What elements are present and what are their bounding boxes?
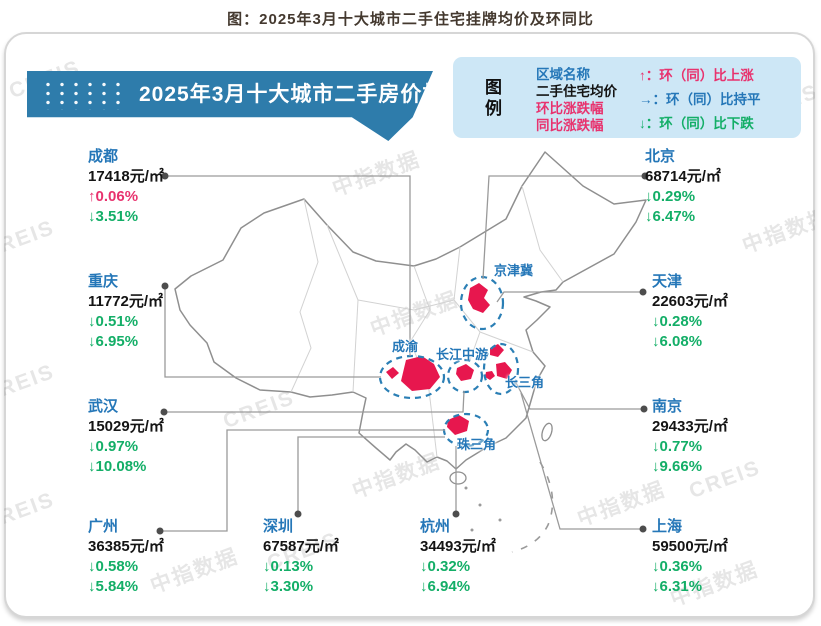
circle-chengyu	[378, 354, 446, 400]
legend-item-avg-price: 二手住宅均价	[536, 84, 617, 99]
legend-item-flat: →：环（同）比持平	[639, 92, 761, 107]
leader-guangzhou	[160, 429, 445, 532]
region-label-changsanjiao: 长三角	[505, 375, 545, 390]
leader-wuhan	[164, 390, 465, 413]
city-name: 杭州	[420, 518, 451, 535]
circle-jingjinji	[459, 275, 505, 331]
region-label-zhusanjiao: 珠三角	[457, 437, 497, 452]
city-price: 68714元/㎡	[645, 168, 721, 185]
city-yoy: ↓3.30%	[263, 578, 314, 595]
legend-item-region-name: 区域名称	[536, 67, 590, 82]
city-price: 34493元/㎡	[420, 538, 496, 555]
region-highlights	[386, 283, 512, 435]
city-block-hangzhou: 杭州 34493元/㎡ ↓0.32% ↓6.94%	[420, 517, 496, 597]
leader-lines	[160, 175, 645, 532]
city-mom: ↓0.77%	[652, 438, 703, 455]
city-block-guangzhou: 广州 36385元/㎡ ↓0.58% ↓5.84%	[88, 517, 164, 597]
region-jingjinji-shape	[468, 283, 490, 313]
legend: 图例 区域名称 二手住宅均价 环比涨跌幅 同比涨跌幅 ↑：环（同）比上涨 →：环…	[453, 57, 801, 138]
city-name: 南京	[652, 398, 683, 415]
leader-shenzhen	[297, 436, 445, 514]
region-changsanjiao-shape	[485, 344, 512, 380]
city-mom: ↓0.51%	[88, 313, 139, 330]
legend-item-up: ↑：环（同）比上涨	[639, 68, 754, 83]
city-yoy: ↓3.51%	[88, 208, 139, 225]
figure-title: 图：2025年3月十大城市二手住宅挂牌均价及环同比	[227, 11, 594, 28]
leader-tianjin	[496, 291, 643, 303]
city-price: 29433元/㎡	[652, 418, 728, 435]
city-name: 武汉	[88, 398, 119, 415]
legend-item-down: ↓：环（同）比下跌	[639, 116, 754, 131]
city-yoy: ↓9.66%	[652, 458, 703, 475]
city-price: 11772元/㎡	[88, 293, 164, 310]
city-block-wuhan: 武汉 15029元/㎡ ↓0.97% ↓10.08%	[88, 397, 164, 477]
city-name: 天津	[652, 273, 683, 290]
city-yoy: ↓6.08%	[652, 333, 703, 350]
leader-chongqing	[164, 286, 381, 378]
city-block-beijing: 北京 68714元/㎡ ↓0.29% ↓6.47%	[645, 147, 721, 227]
city-mom: ↓0.13%	[263, 558, 314, 575]
legend-left-column: 区域名称 二手住宅均价 环比涨跌幅 同比涨跌幅	[536, 67, 617, 135]
city-mom: ↑0.06%	[88, 188, 139, 205]
city-price: 59500元/㎡	[652, 538, 728, 555]
city-mom: ↓0.32%	[420, 558, 471, 575]
city-mom: ↓0.36%	[652, 558, 703, 575]
leader-beijing	[482, 175, 645, 280]
city-mom: ↓0.29%	[645, 188, 696, 205]
city-name: 广州	[88, 518, 119, 535]
city-name: 深圳	[263, 518, 294, 535]
legend-item-yoy-change: 同比涨跌幅	[536, 118, 604, 133]
city-price: 36385元/㎡	[88, 538, 164, 555]
region-zhusanjiao-shape	[447, 415, 469, 435]
region-label-changjiang: 长江中游	[436, 347, 489, 362]
city-yoy: ↓6.47%	[645, 208, 696, 225]
city-name: 重庆	[88, 273, 119, 290]
leader-dots	[156, 172, 649, 535]
city-yoy: ↓6.31%	[652, 578, 703, 595]
leader-chengdu	[165, 175, 411, 356]
dots-pattern-icon	[41, 80, 127, 110]
circle-changsanjiao	[482, 342, 520, 396]
city-block-tianjin: 天津 22603元/㎡ ↓0.28% ↓6.08%	[652, 272, 728, 352]
city-yoy: ↓10.08%	[88, 458, 147, 475]
city-yoy: ↓6.94%	[420, 578, 471, 595]
legend-item-mom-change: 环比涨跌幅	[536, 101, 604, 116]
region-changjiang-shape	[456, 364, 474, 381]
province-borders	[290, 185, 564, 458]
legend-title: 图例	[485, 78, 502, 118]
city-price: 22603元/㎡	[652, 293, 728, 310]
city-block-chengdu: 成都 17418元/㎡ ↑0.06% ↓3.51%	[88, 147, 164, 227]
city-block-nanjing: 南京 29433元/㎡ ↓0.77% ↓9.66%	[652, 397, 728, 477]
city-name: 上海	[652, 518, 683, 535]
city-block-shanghai: 上海 59500元/㎡ ↓0.36% ↓6.31%	[652, 517, 728, 597]
city-price: 15029元/㎡	[88, 418, 164, 435]
city-mom: ↓0.28%	[652, 313, 703, 330]
banner-title: 2025年3月十大城市二手房价格地图	[139, 83, 489, 106]
city-price: 17418元/㎡	[88, 168, 164, 185]
leader-shanghai	[520, 392, 643, 530]
region-label-chengyu: 成渝	[392, 339, 419, 354]
region-chengyu-shape-small	[386, 367, 399, 379]
circle-changjiang	[446, 358, 484, 394]
city-block-shenzhen: 深圳 67587元/㎡ ↓0.13% ↓3.30%	[263, 517, 339, 597]
china-outline-path	[174, 151, 647, 470]
city-block-chongqing: 重庆 11772元/㎡ ↓0.51% ↓6.95%	[88, 272, 163, 352]
city-mom: ↓0.97%	[88, 438, 139, 455]
city-name: 成都	[88, 148, 119, 165]
city-yoy: ↓5.84%	[88, 578, 139, 595]
region-label-jingjinji: 京津冀	[494, 263, 534, 278]
city-yoy: ↓6.95%	[88, 333, 139, 350]
city-price: 67587元/㎡	[263, 538, 339, 555]
city-mom: ↓0.58%	[88, 558, 139, 575]
legend-right-column: ↑：环（同）比上涨 →：环（同）比持平 ↓：环（同）比下跌	[639, 68, 761, 140]
islands	[449, 422, 554, 553]
leader-nanjing	[514, 380, 644, 410]
region-chengyu-shape	[401, 356, 440, 391]
city-name: 北京	[645, 148, 676, 165]
